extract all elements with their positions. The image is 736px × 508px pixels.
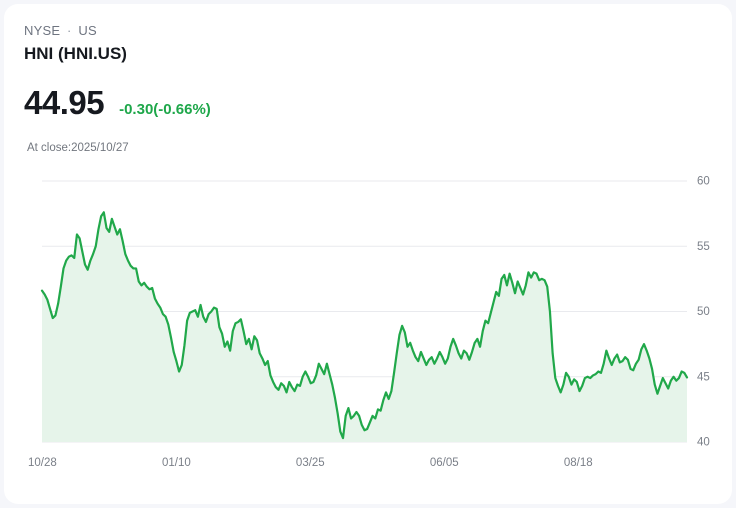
y-axis-labels: 60 55 50 45 40 [697, 176, 710, 449]
x-axis-labels: 10/28 01/10 03/25 06/05 08/18 [28, 457, 593, 469]
price-value: 44.95 [24, 84, 105, 121]
x-axis-tick: 08/18 [564, 457, 593, 469]
x-axis-tick: 01/10 [162, 457, 191, 469]
market-status-note: At close:2025/10/27 [27, 142, 129, 154]
exchange-name: NYSE [24, 23, 61, 38]
x-axis-tick: 03/25 [296, 457, 325, 469]
price-row: 44.95 -0.30(-0.66%) [24, 84, 211, 122]
price-chart[interactable]: 60 55 50 45 40 10/28 01/10 03/25 06/05 08/18 [4, 164, 732, 474]
x-axis-tick: 10/28 [28, 457, 57, 469]
y-axis-tick: 45 [697, 371, 710, 383]
page-title: HNI (HNI.US) [24, 44, 127, 63]
x-axis-tick: 06/05 [430, 457, 459, 469]
y-axis-tick: 55 [697, 241, 710, 253]
exchange-separator: · [67, 23, 72, 38]
price-chart-svg[interactable]: 60 55 50 45 40 10/28 01/10 03/25 06/05 08/18 [4, 164, 732, 474]
chart-line [40, 211, 689, 440]
y-axis-tick: 60 [697, 176, 710, 188]
y-axis-tick: 40 [697, 437, 710, 449]
chart-area-fill [42, 212, 687, 442]
quote-header: NYSE · US HNI (HNI.US) [24, 22, 127, 66]
y-axis-tick: 50 [697, 306, 710, 318]
stock-quote-card: NYSE · US HNI (HNI.US) 44.95 -0.30(-0.66… [4, 4, 732, 504]
country-code: US [78, 23, 97, 38]
price-change: -0.30(-0.66%) [119, 101, 211, 118]
exchange-row: NYSE · US [24, 22, 127, 40]
